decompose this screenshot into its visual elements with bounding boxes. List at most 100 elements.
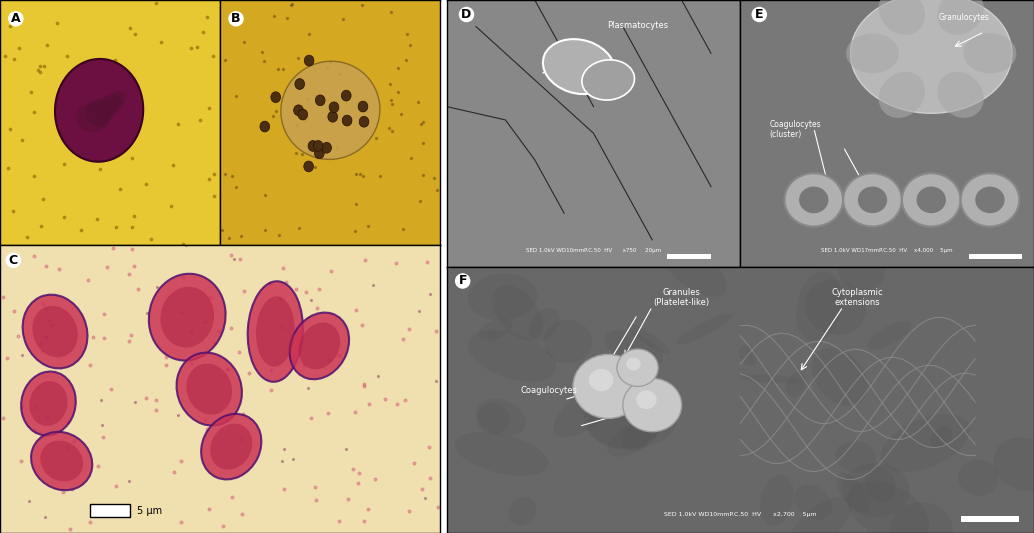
Circle shape — [342, 115, 352, 126]
Point — [274, 456, 291, 465]
Ellipse shape — [248, 281, 303, 382]
Point — [338, 445, 355, 453]
Point — [13, 136, 30, 144]
Point — [0, 414, 11, 422]
Point — [175, 272, 191, 281]
Circle shape — [313, 141, 323, 151]
Point — [173, 457, 189, 465]
Ellipse shape — [741, 374, 801, 383]
Point — [38, 413, 55, 422]
Point — [390, 63, 406, 72]
Point — [201, 103, 217, 112]
Point — [389, 400, 405, 408]
Point — [405, 459, 422, 467]
Point — [290, 53, 306, 62]
Point — [216, 56, 233, 64]
Point — [356, 380, 372, 389]
Point — [307, 163, 324, 171]
Ellipse shape — [479, 319, 513, 341]
Point — [26, 108, 42, 116]
Point — [413, 120, 429, 129]
Point — [165, 468, 182, 477]
Point — [287, 149, 304, 157]
Point — [173, 518, 189, 527]
Circle shape — [902, 173, 961, 227]
Ellipse shape — [789, 496, 852, 533]
Ellipse shape — [94, 97, 118, 119]
Point — [143, 235, 159, 243]
Point — [308, 496, 325, 504]
Point — [59, 113, 75, 122]
Point — [348, 200, 365, 208]
Point — [283, 1, 300, 9]
Point — [427, 376, 444, 385]
Point — [329, 143, 345, 152]
Point — [320, 409, 336, 417]
Point — [13, 403, 30, 411]
Point — [331, 351, 347, 359]
Point — [99, 263, 116, 271]
Point — [5, 306, 22, 315]
Ellipse shape — [846, 33, 899, 73]
Point — [138, 394, 154, 402]
Point — [95, 334, 112, 342]
Point — [59, 444, 75, 453]
Point — [19, 233, 35, 242]
Circle shape — [271, 92, 280, 102]
Point — [92, 165, 109, 173]
Point — [414, 485, 430, 494]
Text: Coagulocytes: Coagulocytes — [520, 386, 577, 395]
Point — [223, 324, 240, 332]
Point — [178, 241, 194, 249]
Point — [287, 285, 304, 293]
Point — [290, 120, 306, 129]
Ellipse shape — [299, 322, 340, 369]
Point — [354, 321, 370, 329]
Point — [412, 196, 428, 205]
Point — [121, 336, 138, 345]
Point — [182, 44, 199, 53]
Point — [34, 300, 51, 308]
Ellipse shape — [994, 438, 1034, 491]
Text: Plasmatocytes: Plasmatocytes — [607, 21, 668, 30]
Ellipse shape — [889, 502, 953, 533]
Text: SED 1.0kV WD10mmP.C.50  HV      x750     20μm: SED 1.0kV WD10mmP.C.50 HV x750 20μm — [526, 248, 661, 253]
Point — [268, 107, 284, 115]
Point — [415, 171, 431, 179]
Point — [82, 361, 98, 369]
Point — [360, 222, 376, 231]
Ellipse shape — [796, 271, 843, 342]
Point — [214, 225, 231, 234]
Point — [148, 396, 164, 405]
Point — [2, 125, 19, 134]
Point — [0, 293, 11, 301]
Point — [331, 516, 347, 525]
Point — [347, 408, 364, 417]
Point — [302, 414, 318, 422]
Circle shape — [341, 90, 352, 101]
Point — [34, 347, 51, 356]
Point — [274, 264, 291, 272]
Point — [197, 317, 214, 326]
Bar — [961, 516, 1020, 522]
Point — [107, 55, 123, 64]
Point — [277, 278, 294, 287]
Point — [395, 335, 412, 343]
Ellipse shape — [468, 330, 556, 382]
Point — [121, 270, 138, 278]
Ellipse shape — [75, 103, 109, 132]
Point — [307, 92, 324, 100]
Ellipse shape — [256, 296, 295, 367]
Point — [2, 22, 19, 30]
Ellipse shape — [938, 72, 983, 118]
Point — [26, 426, 42, 435]
Ellipse shape — [290, 312, 349, 379]
Point — [175, 239, 191, 248]
Point — [36, 62, 53, 70]
Circle shape — [294, 105, 303, 116]
Text: SED 1.0kV WD17mmP.C.50  HV    x4,000    5μm: SED 1.0kV WD17mmP.C.50 HV x4,000 5μm — [821, 248, 953, 253]
Point — [266, 12, 282, 20]
Point — [263, 366, 279, 374]
Point — [72, 225, 89, 234]
Text: Coagulocytes
(cluster): Coagulocytes (cluster) — [769, 120, 821, 139]
